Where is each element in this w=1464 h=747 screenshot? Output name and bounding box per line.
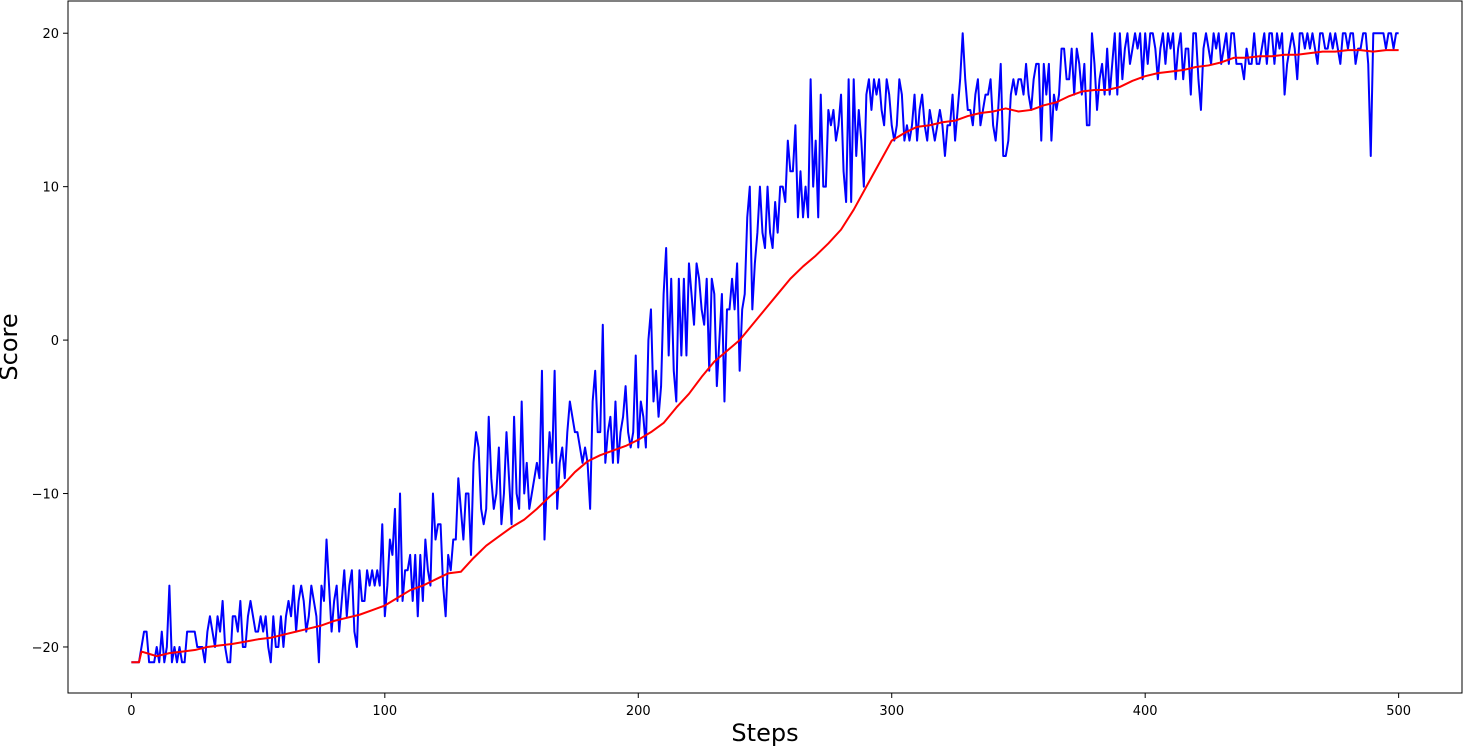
series-line-2 <box>131 49 1399 664</box>
x-tick-label: 200 <box>626 704 651 719</box>
x-axis-title: Steps <box>731 719 798 747</box>
y-axis-title: Score <box>0 313 23 380</box>
y-axis: −20 −10 0 10 20 <box>32 27 68 656</box>
y-tick-label: 0 <box>51 334 59 349</box>
x-tick-label: 400 <box>1133 704 1158 719</box>
y-tick-label: −10 <box>32 488 59 503</box>
x-tick-label: 500 <box>1386 704 1411 719</box>
y-tick-label: 10 <box>42 181 59 196</box>
x-tick-label: 0 <box>127 704 135 719</box>
plot-frame <box>67 0 1463 694</box>
plot-lines <box>131 32 1399 664</box>
y-tick-label: −20 <box>32 641 59 656</box>
x-tick-label: 100 <box>372 704 397 719</box>
x-axis: 0 100 200 300 400 500 <box>127 693 1411 719</box>
y-tick-label: 20 <box>42 27 59 42</box>
series-line-1 <box>131 32 1399 664</box>
x-tick-label: 300 <box>879 704 904 719</box>
